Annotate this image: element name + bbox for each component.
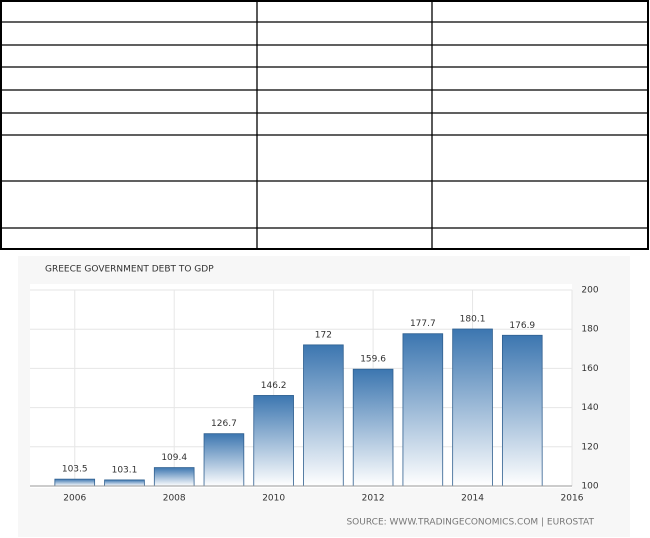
bar <box>54 478 96 487</box>
data-label: 176.9 <box>509 321 535 331</box>
data-label: 103.1 <box>112 465 138 475</box>
bar <box>104 479 145 487</box>
x-tick-label: 2006 <box>63 494 86 504</box>
data-label: 177.7 <box>410 319 436 329</box>
x-tick-label: 2014 <box>461 494 484 504</box>
chart-title: GREECE GOVERNMENT DEBT TO GDP <box>45 265 214 275</box>
x-tick-label: 2012 <box>362 494 385 504</box>
data-label: 103.5 <box>62 465 88 475</box>
x-tick-label: 2010 <box>262 494 285 504</box>
data-label: 159.6 <box>360 355 386 365</box>
y-tick-label: 120 <box>581 442 598 452</box>
x-tick-label: 2008 <box>163 494 186 504</box>
bar <box>402 333 444 487</box>
data-label: 146.2 <box>261 381 287 391</box>
x-tick-label: 2016 <box>561 494 584 504</box>
y-tick-label: 200 <box>581 286 598 296</box>
y-tick-label: 140 <box>581 403 598 413</box>
data-label: 126.7 <box>211 419 237 429</box>
empty-table <box>0 0 649 250</box>
bar <box>352 368 394 487</box>
data-label: 109.4 <box>161 453 187 463</box>
data-label: 172 <box>315 330 332 340</box>
bar <box>253 395 294 487</box>
bar <box>153 467 195 487</box>
bar <box>203 433 245 487</box>
bar <box>303 344 344 487</box>
bar <box>501 334 543 487</box>
y-tick-label: 160 <box>581 364 598 374</box>
y-tick-label: 100 <box>581 482 598 492</box>
bar <box>452 328 493 487</box>
source-note: SOURCE: WWW.TRADINGECONOMICS.COM | EUROS… <box>346 518 594 528</box>
data-label: 180.1 <box>460 315 486 325</box>
y-tick-label: 180 <box>581 325 598 335</box>
